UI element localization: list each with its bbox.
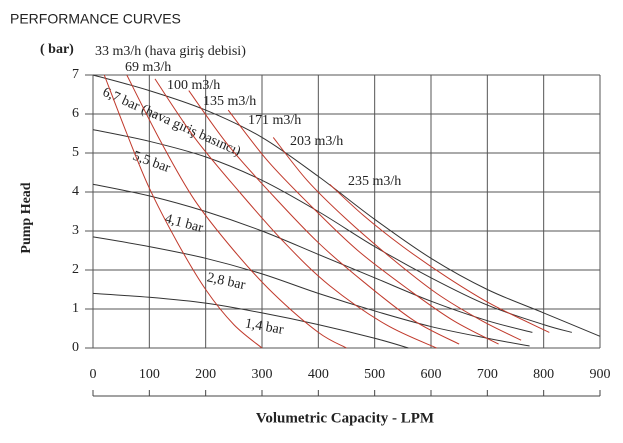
x-tick-label: 300 [252,367,273,382]
curve-label: 135 m3/h [203,94,256,109]
curve [92,292,409,349]
curve-label: 235 m3/h [348,174,401,189]
y-tick-label: 6 [72,106,79,121]
curve [126,74,347,349]
curve [92,236,530,347]
curve [188,90,460,345]
curve [154,78,437,349]
y-tick-label: 7 [72,67,79,82]
x-tick-label: 700 [477,367,498,382]
x-tick-label: 0 [90,367,97,382]
chart-title: PERFORMANCE CURVES [10,11,181,27]
y-tick-label: 4 [72,184,79,199]
x-tick-label: 600 [421,367,442,382]
x-tick-label: 800 [533,367,554,382]
curve [92,74,601,337]
x-tick-label: 200 [195,367,216,382]
curve [92,183,533,333]
curve-label: 100 m3/h [167,78,220,93]
x-tick-label: 900 [590,367,611,382]
y-tick-label: 0 [72,340,79,355]
x-tick-label: 500 [364,367,385,382]
curve [103,74,263,349]
curve-label: 2,8 bar [205,270,246,293]
y-unit: ( bar) [40,42,74,57]
curve-label: 33 m3/h (hava giriş debisi) [95,44,246,59]
curve [272,137,522,341]
x-tick-label: 400 [308,367,329,382]
y-axis-label: Pump Head [19,182,34,253]
curve [227,109,499,345]
y-tick-label: 5 [72,145,79,160]
curve-label: 4,1 bar [163,211,205,236]
curve [92,129,572,333]
curve-label: 1,4 bar [244,316,285,338]
curve [329,183,550,333]
curve-label: 203 m3/h [290,134,343,149]
y-tick-label: 2 [72,262,79,277]
x-axis-label: Volumetric Capacity - LPM [256,410,434,426]
curve-label: 171 m3/h [248,113,301,128]
y-tick-label: 3 [72,223,79,238]
curve-label: 69 m3/h [125,60,171,75]
y-tick-label: 1 [72,301,79,316]
x-tick-label: 100 [139,367,160,382]
